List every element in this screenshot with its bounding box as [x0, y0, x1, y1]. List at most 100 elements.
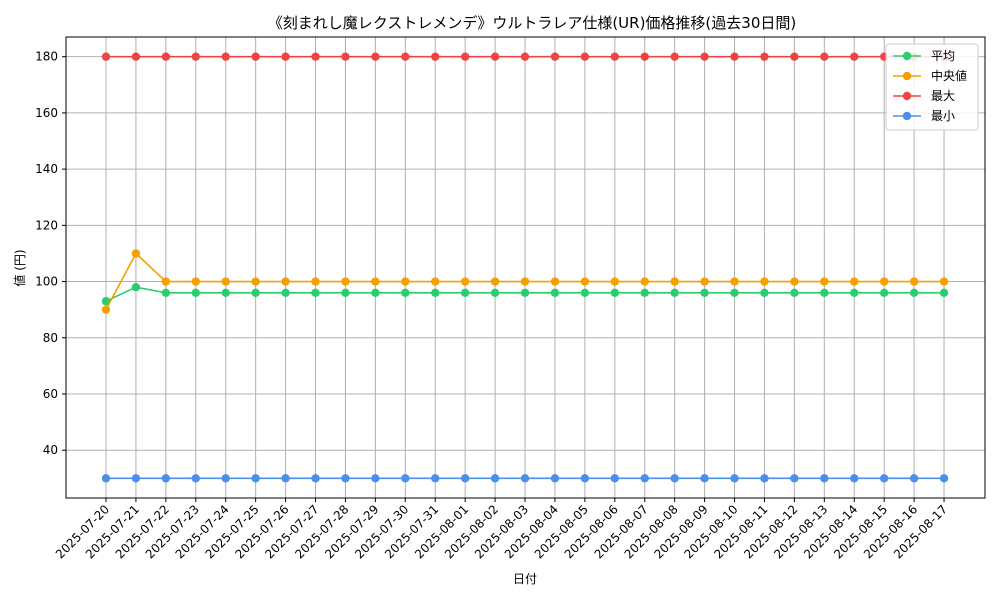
data-point [820, 288, 829, 297]
data-point [281, 474, 290, 483]
data-point [610, 52, 620, 61]
data-point [550, 288, 560, 297]
y-tick-label: 60 [43, 387, 58, 401]
data-point [790, 288, 799, 297]
data-point [371, 288, 380, 297]
data-point [251, 288, 260, 297]
data-point [431, 52, 440, 61]
y-tick-label: 80 [43, 331, 58, 345]
data-point [431, 474, 440, 483]
data-point [101, 474, 111, 483]
data-point [700, 288, 709, 297]
data-point [879, 474, 889, 483]
data-point [431, 277, 440, 286]
data-point [730, 52, 739, 61]
data-point [401, 474, 410, 483]
data-point [909, 474, 919, 483]
y-tick-label: 140 [35, 162, 58, 176]
data-point [311, 52, 320, 61]
y-tick-label: 100 [35, 275, 58, 289]
data-point [460, 277, 470, 286]
data-point [311, 288, 320, 297]
data-point [700, 277, 709, 286]
data-point [191, 277, 200, 286]
data-point [401, 288, 410, 297]
data-point [850, 288, 859, 297]
data-point [281, 52, 290, 61]
data-point [460, 52, 470, 61]
data-point [251, 474, 260, 483]
data-point [161, 277, 171, 286]
data-point [221, 52, 230, 61]
data-point [640, 474, 649, 483]
data-point [610, 474, 620, 483]
data-point [700, 52, 709, 61]
data-point [101, 52, 111, 61]
legend-marker [902, 91, 912, 101]
y-axis-label: 値 (円) [12, 249, 27, 286]
data-point [490, 288, 500, 297]
legend-marker [902, 51, 912, 61]
data-point [341, 474, 350, 483]
grid [66, 37, 985, 498]
x-axis-label: 日付 [513, 572, 537, 586]
data-point [191, 52, 200, 61]
data-point [520, 474, 530, 483]
data-point [341, 277, 350, 286]
data-point [760, 52, 769, 61]
chart-title: 《刻まれし魔レクストレメンデ》ウルトラレア仕様(UR)価格推移(過去30日間) [268, 14, 796, 32]
data-point [610, 288, 620, 297]
data-point [161, 52, 171, 61]
data-point [281, 277, 290, 286]
data-point [221, 277, 230, 286]
data-point [221, 474, 230, 483]
data-point [341, 52, 350, 61]
legend-label: 平均 [931, 49, 955, 63]
data-point [670, 277, 679, 286]
data-point [161, 474, 171, 483]
data-point [401, 52, 410, 61]
data-point [191, 474, 200, 483]
data-point [341, 288, 350, 297]
data-point [730, 288, 739, 297]
data-point [490, 277, 500, 286]
legend-box [885, 43, 979, 131]
data-point [850, 474, 859, 483]
legend-marker [902, 71, 912, 81]
data-point [700, 474, 709, 483]
data-point [939, 288, 949, 297]
data-point [131, 282, 141, 292]
data-point [640, 277, 649, 286]
data-point [820, 52, 829, 61]
data-point [760, 474, 769, 483]
data-point [281, 288, 290, 297]
data-point [161, 288, 171, 297]
y-axis: 40 60 80 100 120 140 160 180 [35, 50, 66, 457]
data-point [251, 52, 260, 61]
data-point [730, 474, 739, 483]
data-point [879, 288, 889, 297]
data-point [251, 277, 260, 286]
data-point [401, 277, 410, 286]
data-point [820, 277, 829, 286]
data-point [879, 277, 889, 286]
data-point [131, 52, 141, 61]
data-point [131, 249, 141, 258]
data-point [580, 277, 590, 286]
data-point [640, 288, 649, 297]
data-point [790, 277, 799, 286]
data-point [520, 52, 530, 61]
data-point [670, 288, 679, 297]
data-point [939, 474, 949, 483]
data-point [790, 52, 799, 61]
data-point [820, 474, 829, 483]
data-point [850, 52, 859, 61]
data-point [550, 474, 560, 483]
data-point [221, 288, 230, 297]
data-point [790, 474, 799, 483]
legend-label: 中央値 [931, 68, 967, 83]
data-point [311, 277, 320, 286]
data-point [760, 277, 769, 286]
data-point [371, 277, 380, 286]
